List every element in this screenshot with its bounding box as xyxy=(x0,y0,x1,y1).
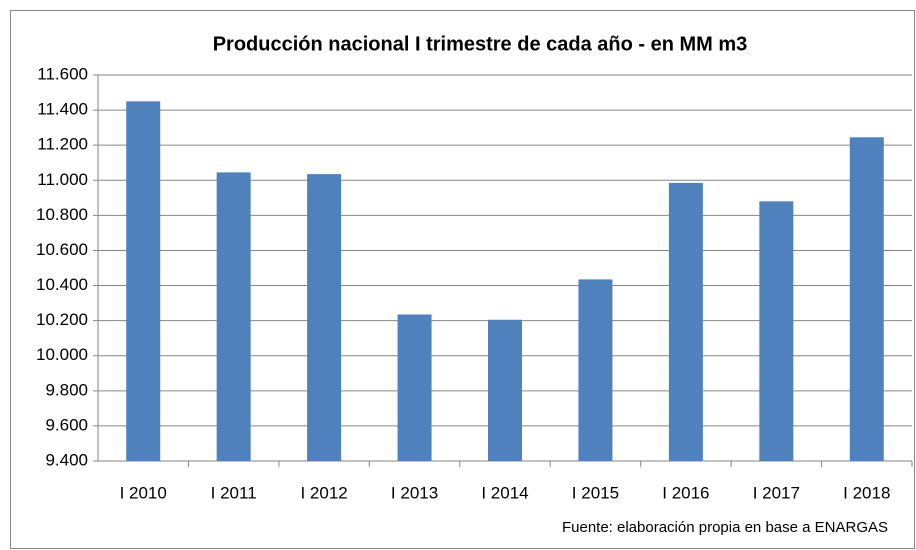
y-tick-label: 11.600 xyxy=(37,64,88,83)
bar xyxy=(488,319,522,461)
y-tick-label: 9.600 xyxy=(45,415,88,434)
y-tick-label: 10.200 xyxy=(36,310,88,329)
x-tick-label: I 2012 xyxy=(300,483,347,502)
bar xyxy=(126,101,161,462)
x-tick-label: I 2017 xyxy=(753,483,800,502)
bar xyxy=(307,174,342,461)
y-tick-label: 9.800 xyxy=(45,380,88,399)
y-tick-label: 10.000 xyxy=(36,345,88,364)
x-tick-label: I 2010 xyxy=(120,483,167,502)
y-tick-label: 11.200 xyxy=(37,135,88,154)
x-tick-label: I 2014 xyxy=(481,483,528,502)
y-tick-label: 10.800 xyxy=(36,205,88,224)
y-tick-label: 11.000 xyxy=(37,170,88,189)
y-tick-label: 10.600 xyxy=(36,240,88,259)
bar xyxy=(849,137,884,461)
x-tick-label: I 2016 xyxy=(662,483,709,502)
bar xyxy=(759,201,794,461)
bar xyxy=(216,172,251,462)
x-tick-label: I 2018 xyxy=(843,483,890,502)
x-tick-label: I 2013 xyxy=(391,483,438,502)
x-tick-label: I 2015 xyxy=(572,483,619,502)
chart-title: Producción nacional I trimestre de cada … xyxy=(213,33,748,55)
y-tick-label: 10.400 xyxy=(36,275,88,294)
bar xyxy=(578,279,613,461)
bar xyxy=(397,314,432,461)
y-tick-label: 9.400 xyxy=(45,450,88,469)
y-tick-label: 11.400 xyxy=(37,100,88,119)
x-tick-label: I 2011 xyxy=(211,483,257,502)
source-note: Fuente: elaboración propia en base a ENA… xyxy=(562,519,888,536)
bar xyxy=(668,182,703,461)
